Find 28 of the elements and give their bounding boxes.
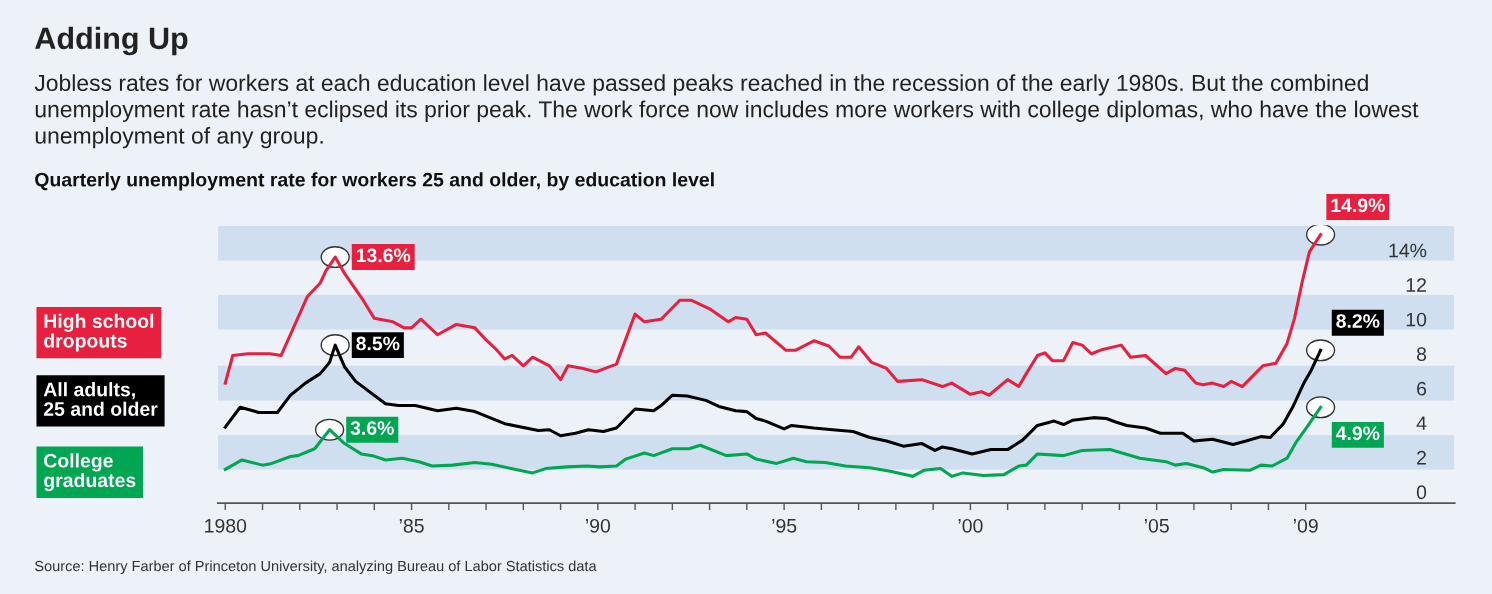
data-label: 8.2% bbox=[1336, 314, 1380, 328]
x-tick-label: ’85 bbox=[399, 518, 424, 533]
x-tick-label: 1980 bbox=[205, 518, 247, 533]
y-tick-label: 12 bbox=[1406, 278, 1426, 292]
text: College graduates bbox=[44, 453, 136, 492]
x-tick-label: ’00 bbox=[958, 518, 983, 533]
data-label: 13.6% bbox=[356, 248, 411, 263]
chart-subtitle: Jobless rates for workers at each education level have passed peaks reached in the recession of the early 1980s. But the combined unemployment rate hasn’t eclipsed its prior peak. The work force now includes more workers with college diplomas, who have the lowest unemployment of any group. bbox=[34, 74, 1419, 149]
text: All adults, 25 and older bbox=[43, 382, 158, 416]
data-label: 8.5% bbox=[356, 336, 400, 351]
text: High school dropouts bbox=[44, 313, 154, 352]
y-tick-label: 6 bbox=[1417, 381, 1427, 396]
y-tick-label: 10 bbox=[1406, 312, 1427, 327]
y-tick-label: 14% bbox=[1389, 243, 1427, 258]
y-tick-label: 2 bbox=[1417, 450, 1426, 465]
y-tick-label: 0 bbox=[1416, 485, 1427, 500]
x-tick-label: ’90 bbox=[586, 518, 611, 533]
x-tick-label: ’09 bbox=[1293, 518, 1318, 533]
x-tick-label: ’05 bbox=[1144, 518, 1169, 533]
y-axis-title: Quarterly unemployment rate for workers 25 and older, by education level bbox=[35, 172, 714, 191]
x-tick-label: ’95 bbox=[772, 518, 797, 533]
data-label: 4.9% bbox=[1335, 426, 1380, 441]
y-tick-label: 4 bbox=[1416, 416, 1427, 430]
y-tick-label: 8 bbox=[1416, 347, 1427, 361]
data-label: 3.6% bbox=[350, 421, 394, 435]
source-note: Source: Henry Farber of Princeton University, analyzing Bureau of Labor Statistics data bbox=[34, 560, 597, 575]
chart-title: Adding Up bbox=[35, 26, 188, 56]
data-label: 14.9% bbox=[1331, 198, 1385, 213]
